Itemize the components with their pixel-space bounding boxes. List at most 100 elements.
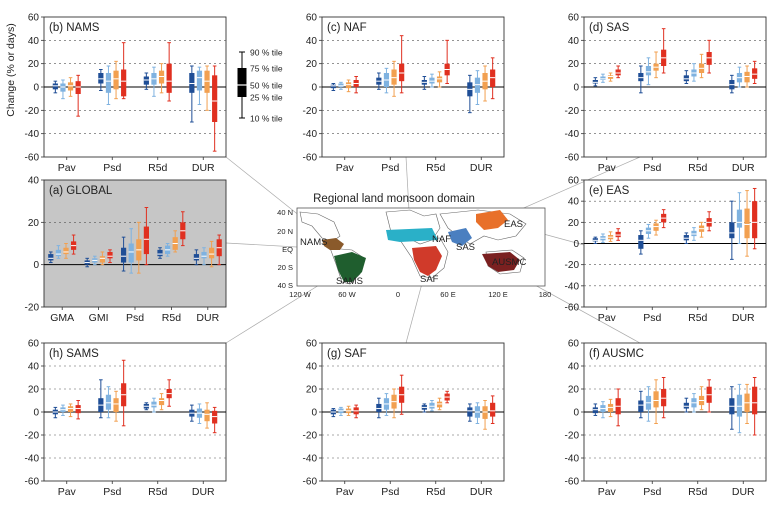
box-iqr <box>661 389 667 407</box>
box-pav-s1 <box>52 406 58 419</box>
map-region-sas <box>448 228 472 246</box>
y-tick-label: -40 <box>303 129 318 140</box>
y-tick-label: 0 <box>33 408 39 419</box>
box-psd-s3 <box>653 51 659 79</box>
box-pav-s2 <box>600 401 606 419</box>
box-iqr <box>55 249 61 257</box>
box-pav-s2 <box>600 233 606 243</box>
box-iqr <box>607 75 614 79</box>
y-tick-label: 0 <box>573 239 579 250</box>
box-pav-s1 <box>330 83 336 91</box>
map-lon-label: 0 <box>396 290 400 299</box>
box-iqr <box>592 80 598 84</box>
box-psd-s3 <box>391 388 397 419</box>
box-iqr <box>143 226 149 255</box>
box-iqr <box>683 235 689 241</box>
x-tick-label: Psd <box>103 162 121 174</box>
x-tick-label: DUR <box>732 486 755 498</box>
y-tick-label: 20 <box>306 59 318 70</box>
box-dur-s1 <box>729 74 735 94</box>
box-psd-s2 <box>105 386 112 419</box>
box-psd-s4 <box>143 207 149 266</box>
x-tick-label: Psd <box>381 162 399 174</box>
monsoon-domain-map: Regional land monsoon domain NAMS NAF SAS E… <box>277 193 551 299</box>
box-iqr <box>490 69 496 87</box>
y-tick-label: -60 <box>25 477 40 488</box>
box-iqr <box>67 406 74 412</box>
box-r5d-s4 <box>706 39 712 74</box>
y-tick-label: 0 <box>33 260 39 271</box>
map-region-label: SAF <box>420 274 439 285</box>
y-tick-label: -20 <box>565 106 580 117</box>
connector-line <box>405 275 425 344</box>
map-lon-label: 60 W <box>338 290 356 299</box>
box-iqr <box>736 394 743 417</box>
x-tick-label: Psd <box>126 312 144 324</box>
box-gmi-s2 <box>92 255 98 266</box>
panel-title: (a) GLOBAL <box>49 185 113 197</box>
box-r5d-s3 <box>436 71 443 88</box>
box-iqr <box>600 76 606 80</box>
box-psd-s3 <box>653 219 659 236</box>
box-gma-s4 <box>71 234 77 255</box>
box-dur-s4 <box>216 234 222 266</box>
box-r5d-s4 <box>706 379 712 413</box>
box-dur-s1 <box>467 403 473 422</box>
box-r5d-s2 <box>691 393 697 413</box>
y-tick-label: 40 <box>306 36 318 47</box>
box-r5d-s3 <box>698 386 705 411</box>
box-pav-s1 <box>592 236 598 244</box>
box-iqr <box>744 71 750 83</box>
box-pav-s2 <box>338 81 344 90</box>
box-dur-s3 <box>204 65 210 111</box>
box-psd-s4 <box>661 209 667 229</box>
box-iqr <box>330 84 336 89</box>
box-pav-s4 <box>615 228 621 241</box>
panel-g-saf: -60 -40 -20 0 20 40 60 (g) SAF Pav Psd R5d DUR <box>303 339 505 498</box>
box-iqr <box>158 398 165 406</box>
x-tick-label: Psd <box>643 312 661 324</box>
box-pav-s1 <box>330 408 336 418</box>
box-r5d-s3 <box>158 63 165 94</box>
box-dur-s4 <box>752 60 758 84</box>
box-iqr <box>706 52 712 65</box>
box-psd-s4 <box>399 35 405 94</box>
box-iqr <box>60 83 66 92</box>
box-r5d-s1 <box>143 72 149 90</box>
map-region-eas <box>476 210 508 230</box>
box-iqr <box>592 238 598 242</box>
box-r5d-s4 <box>444 390 450 404</box>
y-tick-label: -60 <box>565 153 580 164</box>
box-dur-s1 <box>729 386 735 430</box>
panel-title: (b) NAMS <box>49 22 100 34</box>
panel-h-sams: -60 -40 -20 0 20 40 60 (h) SAMS Pav Psd R5d DUR <box>25 339 227 498</box>
box-dur-s3 <box>204 402 210 429</box>
box-pav-s3 <box>67 403 74 418</box>
map-region-nams <box>322 238 344 250</box>
box-psd-s4 <box>661 377 667 419</box>
box-dur-s2 <box>474 70 481 105</box>
box-iqr <box>151 401 157 408</box>
x-tick-label: Pav <box>598 312 617 324</box>
box-dur-s3 <box>744 383 750 424</box>
y-tick-label: -40 <box>303 454 318 465</box>
box-dur-s3 <box>482 65 488 102</box>
x-tick-label: R5d <box>688 162 707 174</box>
box-iqr <box>653 223 659 231</box>
x-tick-label: R5d <box>688 312 707 324</box>
box-iqr <box>189 73 195 93</box>
box-iqr <box>615 231 621 238</box>
box-iqr <box>121 247 127 263</box>
x-tick-label: Psd <box>643 162 661 174</box>
x-tick-label: R5d <box>148 486 167 498</box>
box-pav-s4 <box>615 65 621 79</box>
box-dur-s2 <box>474 402 481 424</box>
box-pav-s2 <box>60 79 66 100</box>
box-iqr <box>490 402 496 417</box>
box-dur-s1 <box>189 65 195 123</box>
box-dur-s3 <box>209 240 215 268</box>
y-tick-label: 20 <box>568 218 580 229</box>
y-tick-label: 20 <box>28 59 40 70</box>
box-dur-s3 <box>482 400 488 430</box>
